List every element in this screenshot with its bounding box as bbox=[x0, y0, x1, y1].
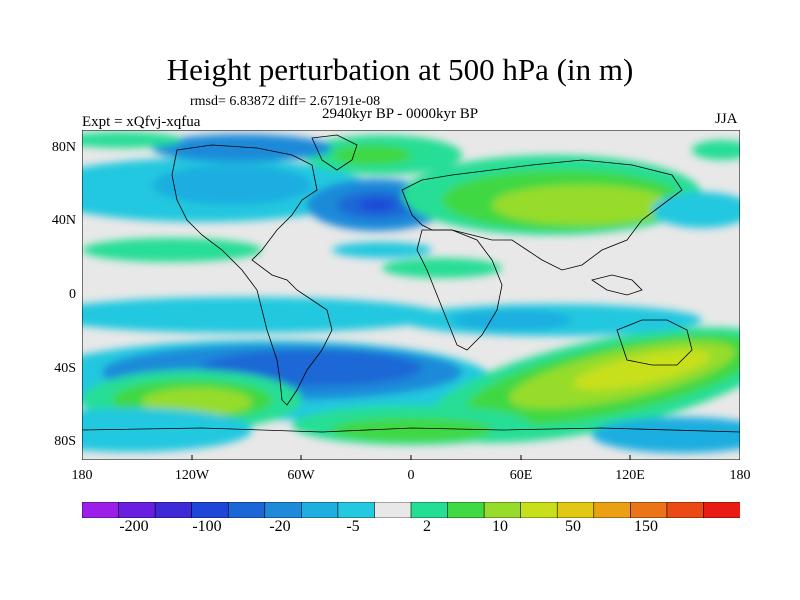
x-tick-label: 120W bbox=[174, 468, 210, 483]
coastlines bbox=[82, 134, 740, 433]
x-tick-label: 180 bbox=[729, 468, 751, 483]
colorbar-label: -20 bbox=[269, 518, 291, 535]
colorbar-label: 150 bbox=[634, 518, 658, 535]
colorbar-swatch bbox=[666, 502, 705, 518]
colorbar-label: -200 bbox=[119, 518, 149, 535]
y-tick-label: 80S bbox=[54, 434, 76, 449]
season-label: JJA bbox=[715, 111, 738, 127]
colorbar-swatch bbox=[301, 502, 339, 518]
colorbar-swatch bbox=[410, 502, 449, 518]
stats-text: rmsd= 6.83872 diff= 2.67191e-08 bbox=[190, 94, 381, 109]
experiment-label: Expt = xQfvj-xqfua bbox=[82, 114, 201, 130]
colorbar-label: -100 bbox=[192, 518, 222, 535]
colorbar-swatch bbox=[154, 502, 193, 518]
colorbar-swatch bbox=[447, 502, 485, 518]
axis-ticks bbox=[191, 455, 631, 460]
colorbar-label: 50 bbox=[565, 518, 581, 535]
x-tick-label: 120E bbox=[615, 468, 645, 483]
colorbar-swatch bbox=[337, 502, 376, 518]
x-tick-label: 60W bbox=[287, 468, 315, 483]
colorbar-swatch bbox=[82, 502, 120, 518]
colorbar-swatch bbox=[593, 502, 632, 518]
colorbar-swatch bbox=[118, 502, 156, 518]
y-tick-label: 40N bbox=[51, 213, 76, 228]
y-tick-label: 40S bbox=[54, 361, 76, 376]
colorbar-swatch bbox=[703, 502, 740, 518]
colorbar-swatch bbox=[191, 502, 230, 518]
colorbar-label: 10 bbox=[492, 518, 508, 535]
colorbar-label: -5 bbox=[346, 518, 360, 535]
colorbar-label: 2 bbox=[423, 518, 431, 535]
map-title: Height perturbation at 500 hPa (in m) bbox=[166, 52, 634, 87]
colorbar-swatch bbox=[556, 502, 595, 518]
colorbar bbox=[82, 502, 740, 518]
map-panel bbox=[82, 130, 740, 460]
colorbar-swatch bbox=[630, 502, 668, 518]
x-tick-label: 0 bbox=[407, 468, 415, 483]
x-tick-label: 60E bbox=[509, 468, 533, 483]
contour-field bbox=[82, 130, 740, 460]
period-text: 2940kyr BP - 0000kyr BP bbox=[322, 106, 479, 122]
y-tick-label: 80N bbox=[51, 140, 76, 155]
colorbar-swatch bbox=[227, 502, 266, 518]
y-tick-label: 0 bbox=[69, 287, 76, 302]
colorbar-swatch bbox=[483, 502, 522, 518]
colorbar-swatch bbox=[264, 502, 303, 518]
colorbar-swatch bbox=[520, 502, 559, 518]
x-tick-label: 180 bbox=[71, 468, 93, 483]
colorbar-swatch bbox=[374, 502, 412, 518]
